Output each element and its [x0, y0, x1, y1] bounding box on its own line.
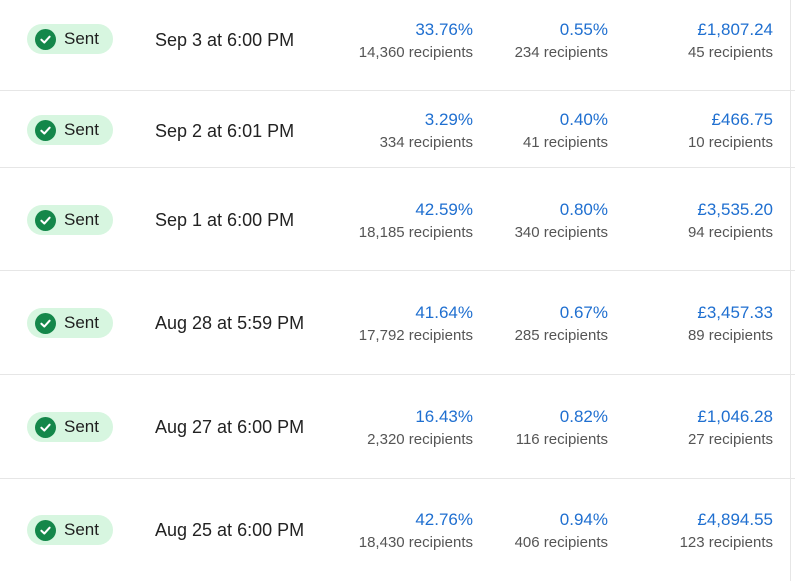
click-rate[interactable]: 0.55% — [559, 20, 608, 39]
status-badge: Sent — [27, 412, 113, 442]
open-rate-cell: 42.76% 18,430 recipients — [359, 509, 473, 553]
revenue-recipients: 45 recipients — [687, 44, 773, 61]
click-recipients: 285 recipients — [514, 327, 608, 344]
open-rate[interactable]: 42.59% — [415, 200, 473, 219]
open-rate[interactable]: 42.76% — [415, 510, 473, 529]
open-rate-cell: 33.76% 14,360 recipients — [359, 19, 473, 63]
table-row[interactable]: Sent Sep 2 at 6:01 PM 3.29% 334 recipien… — [0, 91, 795, 168]
status-label: Sent — [64, 120, 99, 139]
status-badge: Sent — [27, 205, 113, 235]
table-row[interactable]: Sent Sep 1 at 6:00 PM 42.59% 18,185 reci… — [0, 168, 795, 271]
open-rate-cell: 41.64% 17,792 recipients — [359, 302, 473, 346]
send-date: Aug 27 at 6:00 PM — [155, 417, 305, 437]
open-recipients: 2,320 recipients — [367, 431, 473, 448]
revenue-recipients: 10 recipients — [687, 134, 773, 151]
revenue[interactable]: £3,457.33 — [697, 303, 773, 322]
open-rate[interactable]: 3.29% — [424, 110, 473, 129]
send-date: Sep 2 at 6:01 PM — [155, 121, 295, 141]
open-rate-cell: 42.59% 18,185 recipients — [359, 199, 473, 243]
check-circle-icon — [35, 209, 56, 231]
revenue-recipients: 123 recipients — [679, 534, 773, 551]
revenue[interactable]: £1,046.28 — [697, 407, 773, 426]
send-date: Aug 28 at 5:59 PM — [155, 313, 305, 333]
table-right-border — [790, 0, 791, 581]
click-recipients: 340 recipients — [514, 224, 608, 241]
open-recipients: 14,360 recipients — [358, 44, 473, 61]
check-circle-icon — [35, 28, 56, 50]
revenue-cell: £1,046.28 27 recipients — [688, 406, 773, 450]
check-circle-icon — [35, 119, 56, 141]
status-label: Sent — [64, 313, 99, 332]
send-date: Sep 3 at 6:00 PM — [155, 30, 295, 50]
click-rate-cell: 0.94% 406 recipients — [515, 509, 608, 553]
click-rate[interactable]: 0.82% — [559, 407, 608, 426]
revenue[interactable]: £466.75 — [711, 110, 773, 129]
revenue-recipients: 94 recipients — [687, 224, 773, 241]
table-row[interactable]: Sent Aug 28 at 5:59 PM 41.64% 17,792 rec… — [0, 271, 795, 375]
check-circle-icon — [35, 312, 56, 334]
status-label: Sent — [64, 210, 99, 229]
status-badge: Sent — [27, 515, 113, 545]
open-rate[interactable]: 16.43% — [415, 407, 473, 426]
check-circle-icon — [35, 519, 56, 541]
status-badge: Sent — [27, 24, 113, 54]
revenue[interactable]: £4,894.55 — [697, 510, 773, 529]
table-row[interactable]: Sent Aug 27 at 6:00 PM 16.43% 2,320 reci… — [0, 375, 795, 479]
status-label: Sent — [64, 417, 99, 436]
click-recipients: 41 recipients — [522, 134, 608, 151]
revenue-recipients: 89 recipients — [687, 327, 773, 344]
open-recipients: 17,792 recipients — [358, 327, 473, 344]
send-date: Sep 1 at 6:00 PM — [155, 210, 295, 230]
revenue-cell: £4,894.55 123 recipients — [680, 509, 773, 553]
click-rate[interactable]: 0.40% — [559, 110, 608, 129]
click-rate[interactable]: 0.94% — [559, 510, 608, 529]
open-rate-cell: 3.29% 334 recipients — [380, 109, 473, 153]
revenue-recipients: 27 recipients — [687, 431, 773, 448]
click-recipients: 234 recipients — [514, 44, 608, 61]
click-rate-cell: 0.80% 340 recipients — [515, 199, 608, 243]
open-rate[interactable]: 33.76% — [415, 20, 473, 39]
revenue[interactable]: £1,807.24 — [697, 20, 773, 39]
open-recipients: 18,185 recipients — [358, 224, 473, 241]
click-rate[interactable]: 0.80% — [559, 200, 608, 219]
revenue[interactable]: £3,535.20 — [697, 200, 773, 219]
click-rate[interactable]: 0.67% — [559, 303, 608, 322]
status-badge: Sent — [27, 115, 113, 145]
revenue-cell: £3,535.20 94 recipients — [688, 199, 773, 243]
click-recipients: 116 recipients — [515, 431, 608, 448]
click-rate-cell: 0.55% 234 recipients — [515, 19, 608, 63]
send-date: Aug 25 at 6:00 PM — [155, 520, 305, 540]
status-label: Sent — [64, 520, 99, 539]
click-rate-cell: 0.67% 285 recipients — [515, 302, 608, 346]
click-rate-cell: 0.82% 116 recipients — [516, 406, 608, 450]
revenue-cell: £466.75 10 recipients — [688, 109, 773, 153]
open-rate[interactable]: 41.64% — [415, 303, 473, 322]
click-recipients: 406 recipients — [514, 534, 608, 551]
open-recipients: 334 recipients — [379, 134, 473, 151]
check-circle-icon — [35, 416, 56, 438]
table-row[interactable]: Sent Sep 3 at 6:00 PM 33.76% 14,360 reci… — [0, 0, 795, 91]
status-label: Sent — [64, 29, 99, 48]
revenue-cell: £3,457.33 89 recipients — [688, 302, 773, 346]
open-rate-cell: 16.43% 2,320 recipients — [367, 406, 473, 450]
status-badge: Sent — [27, 308, 113, 338]
click-rate-cell: 0.40% 41 recipients — [523, 109, 608, 153]
open-recipients: 18,430 recipients — [358, 534, 473, 551]
table-row[interactable]: Sent Aug 25 at 6:00 PM 42.76% 18,430 rec… — [0, 479, 795, 581]
revenue-cell: £1,807.24 45 recipients — [688, 19, 773, 63]
